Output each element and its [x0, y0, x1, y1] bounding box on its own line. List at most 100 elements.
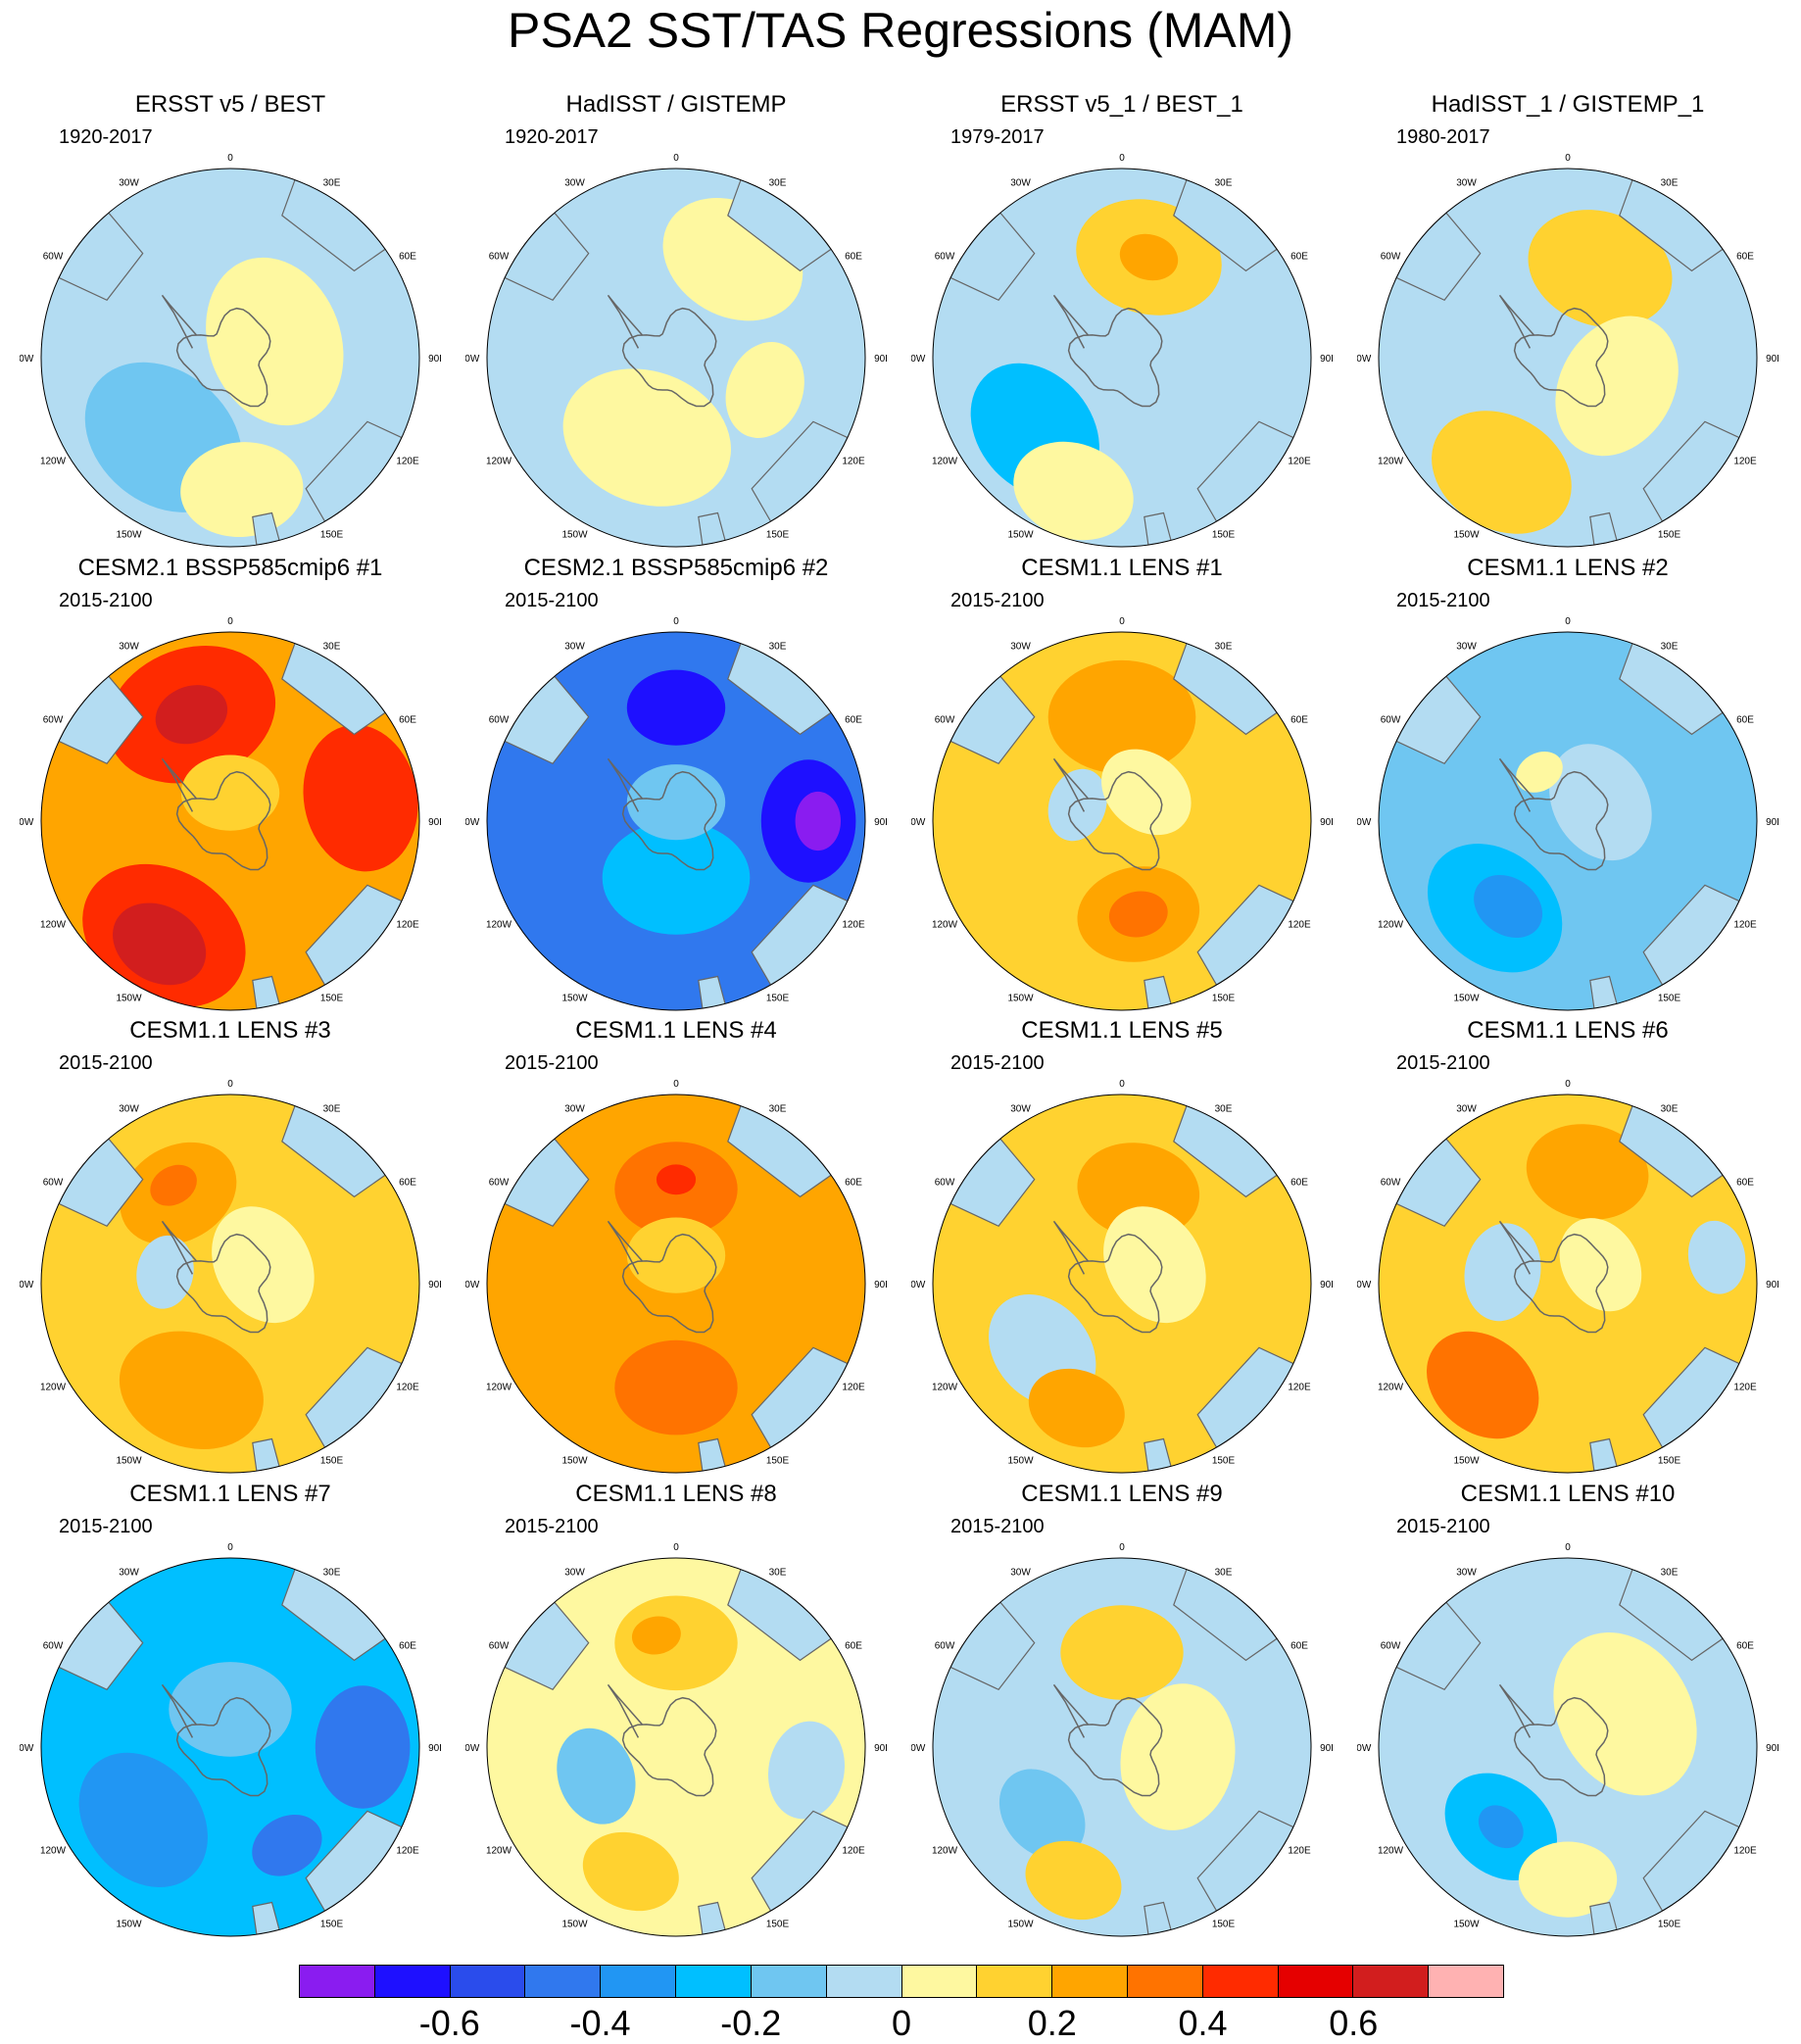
antarctica-coastline: [1498, 757, 1609, 871]
longitude-label: 90W: [20, 817, 34, 828]
colorbar-swatch: [374, 1966, 451, 1997]
map-panel: CESM1.1 LENS #10030E60E90E120E150E180150…: [1357, 1480, 1778, 1940]
longitude-label: 30W: [1010, 1104, 1031, 1115]
longitude-label: 90W: [1357, 817, 1372, 828]
longitude-label: 120W: [40, 920, 67, 931]
longitude-label: 90W: [911, 354, 926, 365]
map-panel: HadISST / GISTEMP030E60E90E120E150E18015…: [465, 90, 887, 551]
regression-contour: [136, 1235, 194, 1309]
longitude-label: 150E: [1658, 1455, 1681, 1466]
colorbar-tick-label: -0.2: [720, 2003, 782, 2043]
regression-contour: [1432, 411, 1572, 534]
longitude-label: 30W: [564, 642, 585, 653]
longitude-label: 90W: [911, 1743, 926, 1754]
panel-title: CESM2.1 BSSP585cmip6 #2: [523, 555, 829, 581]
regression-contour: [1559, 1218, 1642, 1312]
longitude-label: 60W: [935, 1178, 955, 1189]
longitude-label: 90E: [1320, 1280, 1333, 1290]
panel-title: CESM1.1 LENS #4: [575, 1017, 777, 1044]
longitude-label: 30W: [564, 1104, 585, 1115]
longitude-label: 30E: [769, 1568, 787, 1579]
map-panel: CESM2.1 BSSP585cmip6 #1 0 30E 60E 90E 120E 150…: [20, 554, 441, 1014]
longitude-label: 150W: [1453, 993, 1480, 1003]
longitude-label: 0: [1119, 1542, 1125, 1553]
longitude-label: 0: [1119, 1079, 1125, 1090]
panel-title: ERSST v5 / BEST: [134, 91, 326, 118]
regression-contour: [113, 902, 207, 986]
regression-contour: [1474, 874, 1543, 939]
regression-contour: [1101, 749, 1192, 836]
regression-contour: [1060, 1605, 1184, 1700]
longitude-label: 120E: [1288, 457, 1311, 467]
longitude-label: 0: [1565, 616, 1571, 627]
longitude-label: 90W: [465, 817, 480, 828]
longitude-label: 30E: [1215, 1568, 1233, 1579]
longitude-label: 90W: [20, 1743, 34, 1754]
regression-contour: [1553, 1632, 1697, 1796]
antarctica-coastline: [161, 294, 271, 408]
regression-contour: [767, 1721, 846, 1820]
colorbar-tick-label: 0.2: [1027, 2003, 1077, 2043]
map-panel: ERSST v5_1 / BEST_1030E60E90E120E150E180…: [911, 90, 1333, 551]
antarctica-coastline: [607, 1220, 717, 1334]
longitude-label: 120E: [1288, 1383, 1311, 1393]
longitude-label: 120W: [486, 920, 512, 931]
period-label: 2015-2100: [59, 1516, 153, 1537]
antarctica-coastline: [607, 757, 717, 871]
map-boundary: [932, 1557, 1312, 1937]
map-panel: CESM1.1 LENS #5030E60E90E120E150E180150W…: [911, 1016, 1333, 1477]
longitude-label: 90E: [428, 817, 441, 828]
map-panel: CESM1.1 LENS #4030E60E90E120E150E180150W…: [465, 1016, 887, 1477]
longitude-label: 30E: [1661, 1568, 1679, 1579]
longitude-label: 30W: [119, 642, 139, 653]
map-boundary: [40, 1557, 420, 1937]
longitude-label: 120E: [1288, 1846, 1311, 1857]
longitude-label: 90W: [20, 354, 34, 365]
regression-contour: [206, 257, 344, 426]
regression-contour: [78, 1752, 208, 1888]
period-label: 2015-2100: [1396, 1516, 1490, 1537]
antarctica-coastline: [1052, 757, 1163, 871]
map-boundary: [40, 1094, 420, 1474]
longitude-label: 30W: [1456, 642, 1477, 653]
map-panel: CESM2.1 BSSP585cmip6 #2 0 30E 60E 90E 120E 150…: [465, 554, 887, 1014]
longitude-label: 120E: [842, 920, 865, 931]
longitude-label: 90E: [428, 354, 441, 365]
period-label: 2015-2100: [950, 1516, 1045, 1537]
regression-contour: [169, 1662, 292, 1757]
longitude-label: 0: [227, 1542, 233, 1553]
longitude-label: 150W: [561, 1919, 588, 1929]
longitude-label: 0: [227, 1079, 233, 1090]
longitude-label: 30E: [1661, 178, 1679, 189]
polar-map: 030E60E90E120E150E180150W120W90W60W30W: [1357, 616, 1778, 1011]
longitude-label: 60W: [1381, 1178, 1401, 1189]
longitude-label: 0: [673, 1079, 679, 1090]
longitude-label: 150E: [766, 993, 790, 1003]
longitude-label: 150W: [1453, 529, 1480, 540]
longitude-label: 150W: [561, 1455, 588, 1466]
longitude-label: 90W: [465, 354, 480, 365]
regression-contour: [1526, 1124, 1649, 1220]
regression-contour: [1549, 744, 1652, 861]
period-label: 1980-2017: [1396, 126, 1490, 148]
longitude-label: 30E: [323, 178, 341, 189]
map-boundary: [932, 168, 1312, 548]
longitude-label: 60W: [489, 1178, 510, 1189]
regression-contour: [180, 754, 280, 831]
map-boundary: [1378, 631, 1758, 1011]
longitude-label: 60W: [489, 252, 510, 263]
longitude-label: 90W: [465, 1280, 480, 1290]
longitude-label: 0: [673, 616, 679, 627]
polar-map: 030E60E90E120E150E180150W120W90W60W30W: [465, 1542, 887, 1937]
longitude-label: 120W: [932, 920, 958, 931]
longitude-label: 30E: [769, 178, 787, 189]
longitude-label: 60W: [489, 1641, 510, 1652]
panel-title: CESM1.1 LENS #1: [1021, 555, 1223, 581]
regression-contour: [1103, 1206, 1206, 1324]
panel-title: ERSST v5_1 / BEST_1: [1000, 91, 1243, 118]
longitude-label: 60W: [935, 715, 955, 726]
longitude-label: 0: [1565, 153, 1571, 164]
map-panel: CESM1.1 LENS #7030E60E90E120E150E180150W…: [20, 1480, 441, 1940]
regression-contour: [626, 669, 726, 746]
longitude-label: 120W: [1378, 920, 1404, 931]
